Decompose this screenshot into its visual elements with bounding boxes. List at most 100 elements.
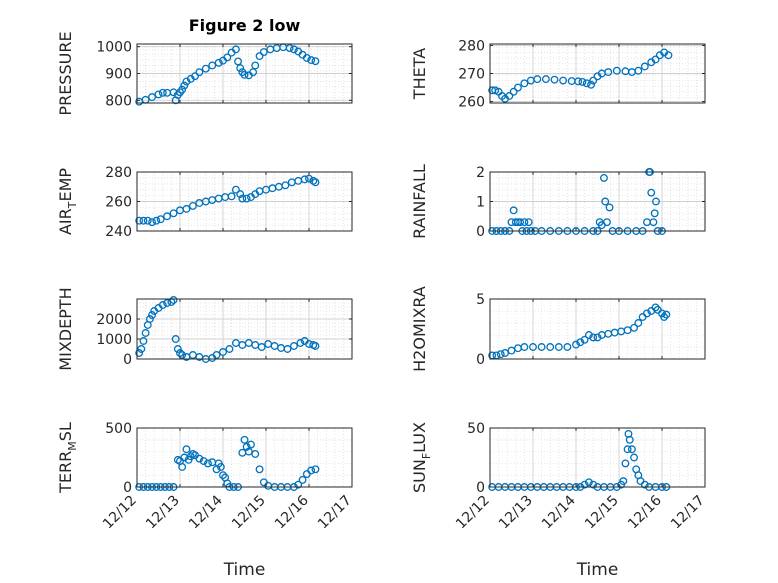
chart-0-grid xyxy=(136,44,353,104)
chart-0-data-point xyxy=(180,81,189,90)
chart-4-data-point xyxy=(163,299,172,307)
chart-6-data-point xyxy=(203,459,212,468)
chart-1-data-point xyxy=(587,80,595,89)
chart-2-data-point xyxy=(148,218,156,227)
chart-7-y-axis-label: SUNFLUX xyxy=(410,422,433,493)
chart-3-data-point xyxy=(650,209,659,218)
chart-0-data-point xyxy=(251,61,260,70)
chart-5-data-point xyxy=(563,343,572,351)
chart-0-points xyxy=(135,43,320,106)
chart-0-data-point xyxy=(231,45,240,54)
chart-3-data-point xyxy=(516,218,525,227)
chart-7-data-point xyxy=(630,453,638,462)
chart-0-data-point xyxy=(201,64,210,73)
chart-3-data-point xyxy=(603,218,611,227)
chart-7-x-tick-label: 12/12 xyxy=(453,493,493,533)
chart-3-data-point xyxy=(520,218,529,227)
subplot-air-temp: 240 260 280 AIRTEMP xyxy=(56,165,353,240)
chart-5-data-point xyxy=(630,323,638,332)
chart-2-data-point xyxy=(242,194,251,203)
chart-6-data-point xyxy=(182,445,191,454)
subplot-terr-msl: 0 500 12/12 12/13 12/14 12/15 12/16 12/17 TERRMS… xyxy=(56,421,355,532)
chart-7-x-tick-label: 12/17 xyxy=(668,493,708,533)
chart-5-data-point xyxy=(507,346,516,355)
chart-6-x-tick-label: 12/13 xyxy=(143,493,183,533)
chart-1-data-point xyxy=(514,83,522,92)
chart-7-axes-box xyxy=(489,427,706,488)
chart-2-y-tick-label: 240 xyxy=(105,224,132,240)
chart-6-data-point xyxy=(216,462,225,471)
chart-2-data-point xyxy=(281,181,290,190)
x-axis-label-right: Time xyxy=(576,560,619,580)
chart-1-data-point xyxy=(604,68,613,77)
chart-2-data-point xyxy=(238,194,247,203)
chart-3-data-point xyxy=(652,197,660,206)
chart-4-plot-area xyxy=(137,299,352,359)
chart-6-y-axis-label: TERRMSL xyxy=(56,422,79,494)
chart-2-data-point xyxy=(236,190,245,199)
chart-1-data-point xyxy=(509,87,518,96)
chart-5-data-point xyxy=(643,309,651,318)
chart-3-data-point xyxy=(600,173,608,182)
chart-6-x-tick-label: 12/14 xyxy=(186,492,226,532)
chart-3-y-tick-label: 0 xyxy=(476,224,485,240)
chart-4-data-point xyxy=(311,342,320,350)
chart-1-y-tick-label: 280 xyxy=(458,38,485,54)
chart-3-data-point xyxy=(647,188,656,197)
chart-5-data-point xyxy=(537,343,546,351)
subplot-sun-flux: 0 50 12/12 12/13 12/14 12/15 12/16 12/17 SUNFLUX xyxy=(410,421,708,532)
chart-5-data-point xyxy=(589,333,598,342)
chart-5-data-point xyxy=(660,313,669,321)
chart-6-data-point xyxy=(251,450,260,458)
chart-4-points xyxy=(135,296,320,363)
chart-2-data-point xyxy=(139,216,148,225)
chart-4-data-point xyxy=(141,329,150,337)
chart-1-data-point xyxy=(612,66,621,75)
chart-1-data-point xyxy=(520,79,529,88)
chart-6-data-point xyxy=(219,471,227,480)
chart-0-data-point xyxy=(285,44,294,52)
chart-7-data-point xyxy=(625,435,634,444)
chart-3-data-point xyxy=(649,218,658,227)
chart-6-data-point xyxy=(186,452,195,461)
chart-1-data-point xyxy=(664,51,673,60)
chart-6-plot-area xyxy=(137,428,352,487)
chart-5-data-point xyxy=(572,340,580,349)
chart-1-data-point xyxy=(640,62,649,71)
chart-5-data-point xyxy=(634,319,643,327)
chart-0-data-point xyxy=(290,45,298,54)
chart-4-y-tick-label: 2000 xyxy=(96,312,132,328)
chart-3-y-axis-label: RAINFALL xyxy=(410,164,429,239)
chart-6-y-tick-label: 500 xyxy=(105,421,132,437)
chart-0-title: Figure 2 low xyxy=(189,16,301,35)
chart-1-data-point xyxy=(505,92,514,100)
chart-0-data-point xyxy=(158,88,167,97)
chart-5-y-tick-label: 5 xyxy=(476,292,485,308)
chart-2-y-tick-label: 280 xyxy=(105,165,132,181)
chart-7-data-point xyxy=(580,480,589,489)
chart-1-data-point xyxy=(541,75,550,84)
chart-6-data-point xyxy=(255,465,264,474)
chart-2-data-point xyxy=(135,216,144,225)
chart-7-x-tick-label: 12/13 xyxy=(496,493,536,533)
chart-6-axes-box xyxy=(136,427,353,488)
chart-2-data-point xyxy=(300,175,309,184)
chart-2-data-point xyxy=(231,185,240,194)
chart-5-data-point xyxy=(529,343,537,351)
chart-0-data-point xyxy=(302,53,311,62)
chart-0-data-point xyxy=(240,70,249,79)
chart-1-grid xyxy=(489,44,706,104)
chart-1-data-point xyxy=(589,76,598,85)
chart-1-data-point xyxy=(550,75,559,84)
chart-4-axes-box xyxy=(136,298,353,360)
chart-6-data-point xyxy=(307,466,316,475)
chart-0-y-tick-label: 800 xyxy=(105,93,132,109)
chart-7-x-tick-label: 12/16 xyxy=(625,492,665,532)
chart-4-y-tick-label: 0 xyxy=(123,352,132,368)
chart-4-data-point xyxy=(225,345,234,353)
chart-5-plot-area xyxy=(490,299,705,359)
chart-4-data-point xyxy=(171,335,180,343)
chart-0-data-point xyxy=(148,93,156,102)
chart-2-data-point xyxy=(163,212,172,221)
